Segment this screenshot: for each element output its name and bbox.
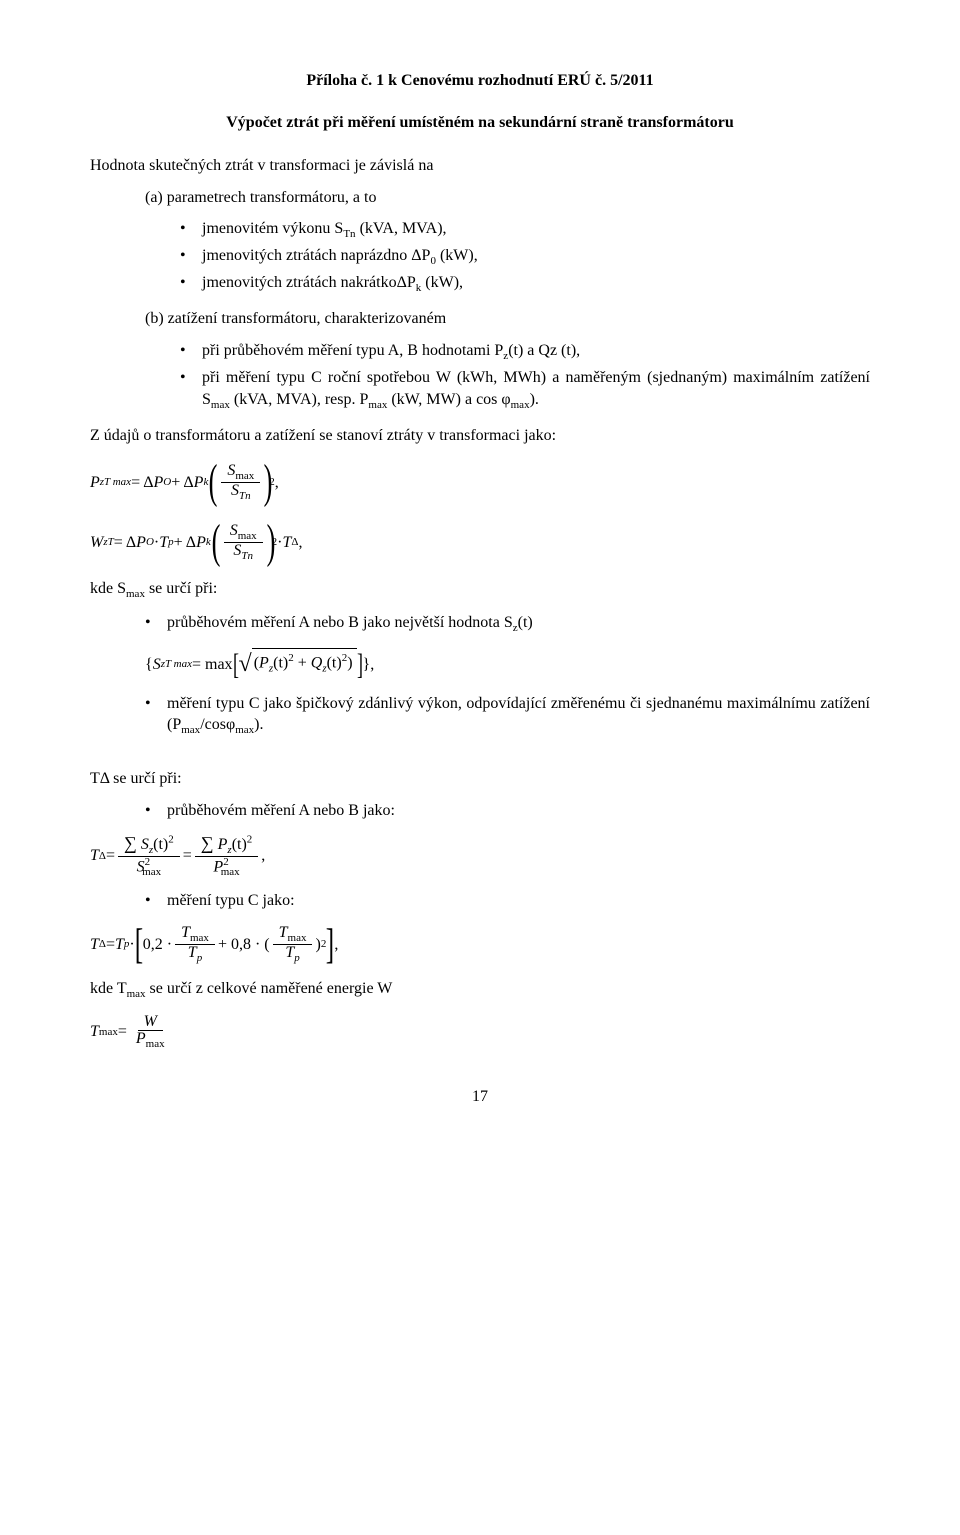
bullet-icon: • bbox=[180, 218, 202, 242]
bullet-icon: • bbox=[145, 890, 167, 912]
bullet-icon: • bbox=[180, 367, 202, 413]
open-bracket-icon: [ bbox=[233, 650, 239, 680]
bullet-icon: • bbox=[180, 272, 202, 296]
sqrt-icon: √ (Pz(t)2 + Qz(t)2) bbox=[239, 648, 357, 680]
where-smax: kde Smax se určí při: bbox=[90, 578, 870, 602]
where-tmax: kde Tmax se určí z celkové naměřené ener… bbox=[90, 978, 870, 1002]
open-paren-icon: ( bbox=[211, 518, 220, 566]
equation-tmax: Tmax = W Pmax bbox=[90, 1014, 870, 1050]
equation-tdelta-ab: TΔ = ∑ Sz(t)2 S2max = ∑ Pz(t)2 P2max , bbox=[90, 834, 870, 879]
list-item: • průběhovém měření A nebo B jako: bbox=[145, 800, 870, 822]
list-item: • jmenovitých ztrátách naprázdno ΔP0 (kW… bbox=[180, 245, 870, 269]
list-item: • měření typu C jako špičkový zdánlivý v… bbox=[145, 693, 870, 739]
list-item: • jmenovitém výkonu STn (kVA, MVA), bbox=[180, 218, 870, 242]
list-item: • při průběhovém měření typu A, B hodnot… bbox=[180, 340, 870, 364]
close-bracket-icon: ] bbox=[326, 924, 334, 966]
equation-pztmax: PzT max = ΔPO + ΔPk ( Smax STn ) 2 , bbox=[90, 458, 870, 506]
bullet-text: jmenovitých ztrátách nakrátkoΔPk (kW), bbox=[202, 272, 870, 296]
bullet-icon: • bbox=[145, 693, 167, 739]
bullet-icon: • bbox=[180, 245, 202, 269]
bullet-text: průběhovém měření A nebo B jako: bbox=[167, 800, 870, 822]
list-smax: • průběhovém měření A nebo B jako největ… bbox=[90, 612, 870, 636]
list-a: • jmenovitém výkonu STn (kVA, MVA), • jm… bbox=[90, 218, 870, 296]
page-subtitle: Výpočet ztrát při měření umístěném na se… bbox=[90, 112, 870, 134]
list-b: • při průběhovém měření typu A, B hodnot… bbox=[90, 340, 870, 413]
intro-paragraph: Hodnota skutečných ztrát v transformaci … bbox=[90, 155, 870, 177]
tdelta-heading: TΔ se určí při: bbox=[90, 768, 870, 790]
list-tdelta-2: • měření typu C jako: bbox=[90, 890, 870, 912]
close-paren-icon: ) bbox=[266, 518, 275, 566]
equation-tdelta-c: TΔ = Tp · [ 0,2 · Tmax Tp + 0,8 · ( Tmax… bbox=[90, 924, 870, 966]
bullet-text: měření typu C jako: bbox=[167, 890, 870, 912]
bullet-text: jmenovitých ztrátách naprázdno ΔP0 (kW), bbox=[202, 245, 870, 269]
list-smax-2: • měření typu C jako špičkový zdánlivý v… bbox=[90, 693, 870, 739]
page-title: Příloha č. 1 k Cenovému rozhodnutí ERÚ č… bbox=[90, 70, 870, 92]
sentence-after-lists: Z údajů o transformátoru a zatížení se s… bbox=[90, 425, 870, 447]
list-tdelta-1: • průběhovém měření A nebo B jako: bbox=[90, 800, 870, 822]
bullet-text: měření typu C jako špičkový zdánlivý výk… bbox=[167, 693, 870, 739]
list-item: • průběhovém měření A nebo B jako největ… bbox=[145, 612, 870, 636]
bullet-icon: • bbox=[145, 612, 167, 636]
item-b: (b) zatížení transformátoru, charakteriz… bbox=[145, 308, 870, 330]
page-number: 17 bbox=[90, 1086, 870, 1108]
bullet-text: průběhovém měření A nebo B jako největší… bbox=[167, 612, 870, 636]
open-bracket-icon: [ bbox=[135, 924, 143, 966]
list-item: • při měření typu C roční spotřebou W (k… bbox=[180, 367, 870, 413]
item-a: (a) parametrech transformátoru, a to bbox=[145, 187, 870, 209]
list-item: • měření typu C jako: bbox=[145, 890, 870, 912]
open-paren-icon: ( bbox=[209, 458, 218, 506]
bullet-icon: • bbox=[145, 800, 167, 822]
bullet-text: při měření typu C roční spotřebou W (kWh… bbox=[202, 367, 870, 413]
equation-sztmax: { SzT max = max [ √ (Pz(t)2 + Qz(t)2) ] … bbox=[145, 648, 870, 680]
close-paren-icon: ) bbox=[264, 458, 273, 506]
bullet-icon: • bbox=[180, 340, 202, 364]
bullet-text: při průběhovém měření typu A, B hodnotam… bbox=[202, 340, 870, 364]
close-bracket-icon: ] bbox=[357, 650, 363, 680]
list-item: • jmenovitých ztrátách nakrátkoΔPk (kW), bbox=[180, 272, 870, 296]
bullet-text: jmenovitém výkonu STn (kVA, MVA), bbox=[202, 218, 870, 242]
equation-wzt: WzT = ΔPO · Tp + ΔPk ( Smax STn ) 2 · TΔ… bbox=[90, 518, 870, 566]
